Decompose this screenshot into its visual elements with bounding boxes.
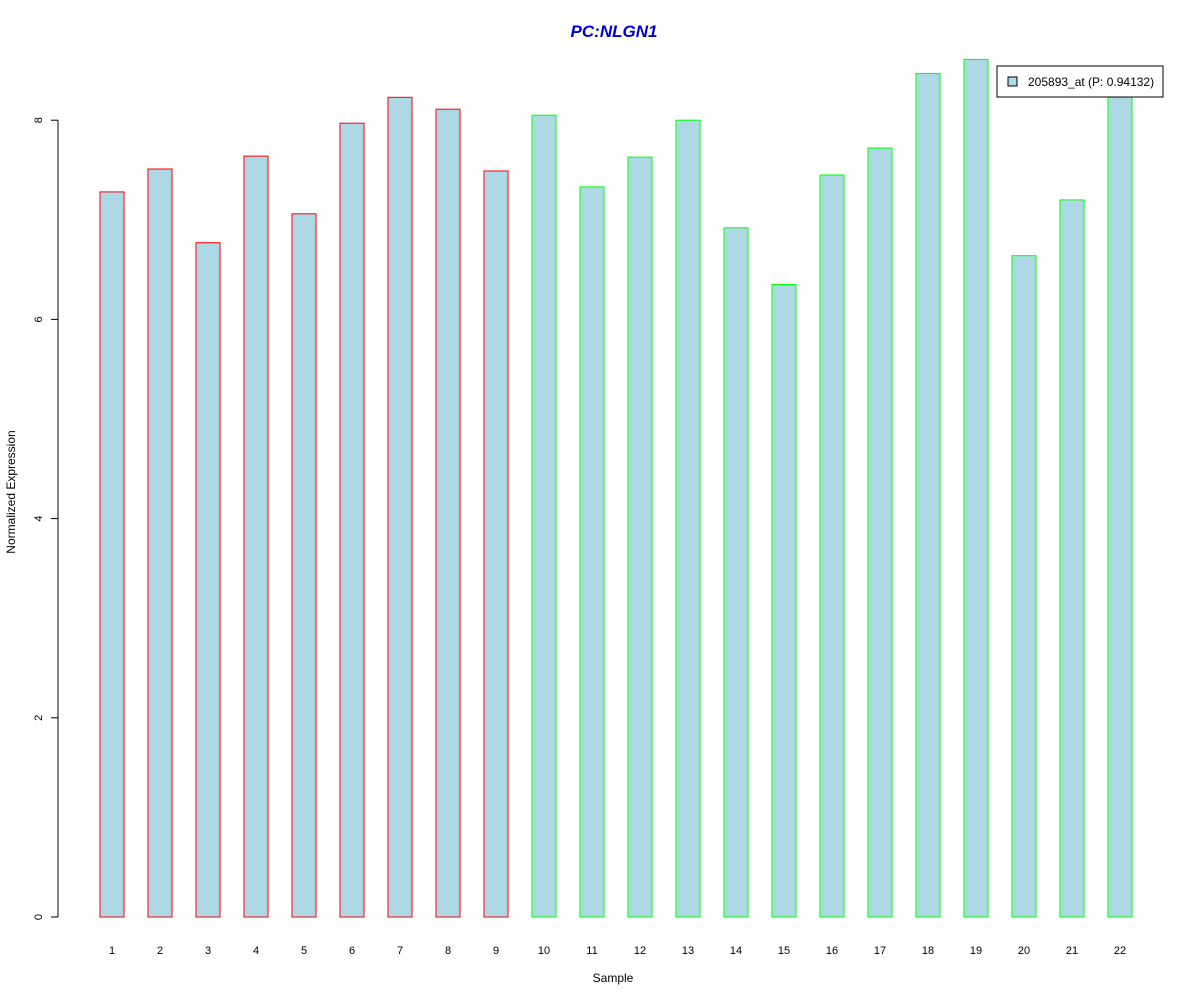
bar-sample-18 xyxy=(915,72,941,918)
bar-sample-12 xyxy=(627,156,653,918)
bar-sample-9 xyxy=(483,170,509,918)
x-tick-label: 13 xyxy=(682,945,694,957)
x-tick-label: 1 xyxy=(109,945,115,957)
x-tick-label: 6 xyxy=(349,945,355,957)
bar-sample-22 xyxy=(1107,89,1133,918)
x-axis-title: Sample xyxy=(593,971,634,985)
bar-sample-6 xyxy=(339,122,365,918)
x-tick-label: 5 xyxy=(301,945,307,957)
x-tick-label: 14 xyxy=(730,945,742,957)
bar-sample-10 xyxy=(531,114,557,918)
x-tick-label: 8 xyxy=(445,945,451,957)
x-tick-label: 22 xyxy=(1114,945,1126,957)
y-axis: 0 2 4 6 8 xyxy=(33,117,59,920)
y-tick-label: 8 xyxy=(33,117,45,123)
x-tick-label: 10 xyxy=(538,945,550,957)
y-tick-label: 6 xyxy=(33,316,45,322)
bars-group xyxy=(99,58,1133,918)
bar-sample-13 xyxy=(675,119,701,918)
bar-sample-21 xyxy=(1059,199,1085,918)
legend: 205893_at (P: 0.94132) xyxy=(996,65,1164,98)
x-tick-label: 21 xyxy=(1066,945,1078,957)
bar-sample-16 xyxy=(819,174,845,918)
x-axis-labels: 1 2 3 4 5 6 7 8 9 10 11 12 13 14 15 16 17 18 19 20 21 22 xyxy=(109,945,1126,957)
x-tick-label: 18 xyxy=(922,945,934,957)
bar-sample-19 xyxy=(963,58,989,918)
bar-sample-1 xyxy=(99,191,125,918)
bar-sample-7 xyxy=(387,96,413,918)
x-tick-label: 12 xyxy=(634,945,646,957)
x-tick-label: 19 xyxy=(970,945,982,957)
bar-sample-20 xyxy=(1011,255,1037,918)
x-tick-label: 2 xyxy=(157,945,163,957)
chart-title: PC:NLGN1 xyxy=(571,22,658,41)
x-tick-label: 3 xyxy=(205,945,211,957)
x-tick-label: 15 xyxy=(778,945,790,957)
bar-sample-3 xyxy=(195,242,221,918)
y-tick-label: 0 xyxy=(33,914,45,920)
x-tick-label: 17 xyxy=(874,945,886,957)
legend-box xyxy=(996,65,1164,98)
legend-label: 205893_at (P: 0.94132) xyxy=(1028,75,1154,89)
x-tick-label: 7 xyxy=(397,945,403,957)
legend-swatch xyxy=(1007,76,1018,87)
y-tick-label: 2 xyxy=(33,715,45,721)
x-tick-label: 16 xyxy=(826,945,838,957)
bar-sample-14 xyxy=(723,227,749,918)
y-axis-title: Normalized Expression xyxy=(4,430,18,553)
x-tick-label: 9 xyxy=(493,945,499,957)
bar-sample-2 xyxy=(147,168,173,918)
x-tick-label: 11 xyxy=(586,945,597,957)
bar-sample-4 xyxy=(243,155,269,918)
bar-sample-8 xyxy=(435,108,461,918)
bar-sample-15 xyxy=(771,284,797,918)
bar-sample-17 xyxy=(867,147,893,918)
bar-sample-11 xyxy=(579,186,605,918)
y-tick-label: 4 xyxy=(33,516,45,522)
x-tick-label: 4 xyxy=(253,945,259,957)
x-tick-label: 20 xyxy=(1018,945,1030,957)
bar-sample-5 xyxy=(291,213,317,918)
